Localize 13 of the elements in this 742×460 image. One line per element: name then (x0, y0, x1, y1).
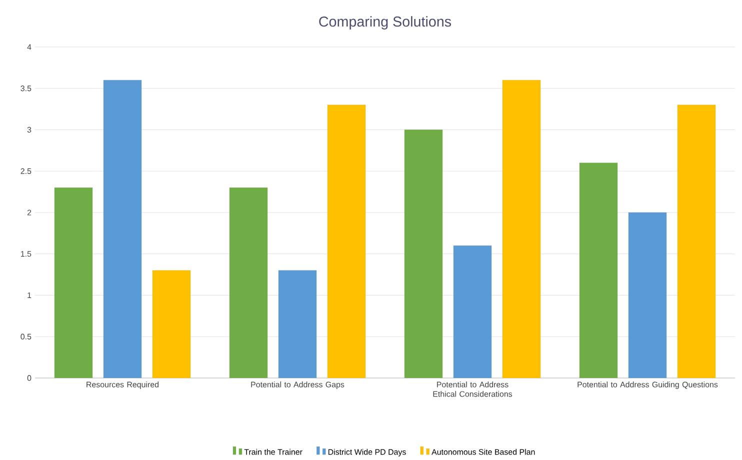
bar (327, 104, 366, 378)
bar (628, 212, 667, 378)
bar (54, 187, 93, 378)
bar (103, 80, 142, 378)
bar (229, 187, 268, 378)
bar (404, 129, 443, 378)
bar (502, 80, 541, 378)
bar (152, 270, 191, 378)
bar (579, 162, 618, 378)
bar (677, 104, 716, 378)
bar (278, 270, 317, 378)
chart-title: Comparing Solutions (319, 16, 452, 30)
bar (453, 245, 492, 378)
